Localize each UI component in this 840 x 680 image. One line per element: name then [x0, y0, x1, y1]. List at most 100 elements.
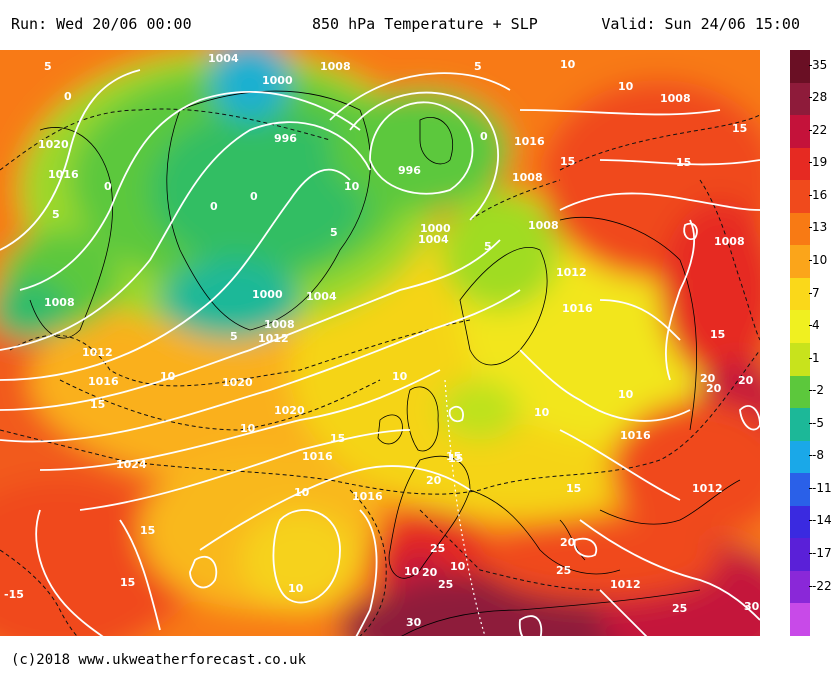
isotherm-label: 15	[710, 328, 725, 341]
colorbar-tick-label: 13	[808, 220, 828, 235]
isotherm-label: 0	[64, 90, 72, 103]
pressure-label: 996	[274, 132, 297, 145]
isotherm-label: 20	[700, 372, 716, 385]
colorbar-tick-label: -5	[809, 415, 824, 430]
colorbar-tick-label: -14	[809, 513, 832, 528]
isotherm-label: 15	[90, 398, 105, 411]
isotherm-label: 30	[744, 600, 760, 613]
colorbar-segment	[790, 473, 810, 507]
isotherm-label: 15	[566, 482, 581, 495]
isotherm-label: 15	[676, 156, 691, 169]
colorbar-segment	[790, 343, 810, 377]
colorbar-tick-label: 7	[809, 285, 820, 300]
isotherm-label: 10	[160, 370, 176, 383]
isotherm-label: 5	[52, 208, 60, 221]
isotherm-label: 15	[120, 576, 135, 589]
colorbar-segment	[790, 570, 810, 604]
colorbar-tick-label: 19	[808, 155, 828, 170]
isotherm-label: 10	[404, 565, 420, 578]
colorbar-tick-label: -17	[809, 545, 832, 560]
colorbar-tick-label: 35	[808, 57, 828, 72]
isotherm-label: 20	[560, 536, 576, 549]
colorbar-segment	[790, 408, 810, 442]
isotherm-label: -15	[4, 588, 24, 601]
meridian-line	[444, 379, 486, 636]
isotherm-label: 15	[330, 432, 345, 445]
valid-time-label: Valid: Sun 24/06 15:00	[601, 15, 800, 33]
isotherm-label: 0	[480, 130, 488, 143]
pressure-labels: 1004 1008 1000 996 1020 1016 996 1016 10…	[38, 52, 745, 591]
pressure-label: 1020	[38, 138, 69, 151]
colorbar-segment	[790, 538, 810, 572]
isotherm-label: 25	[430, 542, 445, 555]
isobars	[0, 69, 760, 636]
isotherm-label: 10	[618, 80, 634, 93]
colorbar-segment	[790, 180, 810, 214]
colorbar-tick-label: -22	[809, 578, 832, 593]
pressure-label: 1024	[116, 458, 147, 471]
isotherm-label: 15	[446, 450, 461, 463]
pressure-label: 1008	[528, 219, 559, 232]
colorbar-tick-label: 4	[809, 318, 820, 333]
isotherm-label: 25	[438, 578, 453, 591]
colorbar-segment	[790, 212, 810, 246]
colorbar-segment	[790, 505, 810, 539]
pressure-label: 1016	[48, 168, 79, 181]
isotherm-label: 15	[560, 155, 575, 168]
isotherm-label: 5	[44, 60, 52, 73]
pressure-label: 1000	[420, 222, 451, 235]
isotherm-label: 10	[240, 422, 256, 435]
isotherm-label: 10	[534, 406, 550, 419]
colorbar-tick-label: -11	[809, 480, 832, 495]
isotherm-label: 10	[294, 486, 310, 499]
temperature-colorbar	[790, 50, 810, 637]
isotherm-label: 10	[450, 560, 466, 573]
pressure-label: 1004	[208, 52, 239, 65]
pressure-label: 1016	[352, 490, 383, 503]
isotherm-label: 5	[474, 60, 482, 73]
coastlines	[29, 90, 741, 636]
temperature-labels: 5 0 0 5 0 0 5 10 5 0 5 10 15 15 15 15 10…	[4, 58, 760, 629]
isotherm-label: 0	[210, 200, 218, 213]
colorbar-segment	[790, 245, 810, 279]
colorbar-segment	[790, 277, 810, 311]
isotherm-label: 0	[104, 180, 112, 193]
pressure-label: 1008	[320, 60, 351, 73]
colorbar-tick-label: 16	[808, 187, 828, 202]
pressure-label: 1016	[302, 450, 333, 463]
isotherm-label: 10	[392, 370, 408, 383]
colorbar-segment	[790, 440, 810, 474]
colorbar-segment	[790, 147, 810, 181]
pressure-label: 1012	[692, 482, 723, 495]
colorbar-tick-label: -8	[809, 448, 824, 463]
isotherm-label: 15	[140, 524, 155, 537]
colorbar-tick-label: 22	[808, 122, 828, 137]
isotherm-label: 15	[732, 122, 747, 135]
isotherm-label: 5	[330, 226, 338, 239]
isotherm-label: 20	[738, 374, 754, 387]
isotherm-label: 20	[426, 474, 442, 487]
isotherm-label: 25	[556, 564, 571, 577]
pressure-label: 1016	[562, 302, 593, 315]
isotherm-label: 25	[672, 602, 687, 615]
pressure-label: 1012	[82, 346, 113, 359]
isotherm-label: 5	[484, 240, 492, 253]
pressure-label: 1016	[88, 375, 119, 388]
colorbar-segment	[790, 50, 810, 84]
run-time-label: Run: Wed 20/06 00:00	[11, 15, 192, 33]
pressure-label: 1000	[252, 288, 283, 301]
colorbar-ticks: 35 28 22 19 16 13 10 7 4 1 -2 -5 -8 -11 -14 -17 -22	[808, 50, 840, 636]
isotherm-label: 10	[560, 58, 576, 71]
colorbar-segment	[790, 115, 810, 149]
pressure-label: 1004	[418, 233, 449, 246]
pressure-label: 1004	[306, 290, 337, 303]
weather-map-svg: 1004 1008 1000 996 1020 1016 996 1016 10…	[0, 50, 760, 636]
colorbar-segment	[790, 375, 810, 409]
pressure-label: 1008	[512, 171, 543, 184]
pressure-label: 1012	[556, 266, 587, 279]
isotherm-label: 15	[448, 452, 463, 465]
temperature-field	[0, 50, 760, 636]
colorbar-tick-label: -2	[809, 383, 824, 398]
pressure-label: 1012	[610, 578, 641, 591]
isotherm-label: 0	[250, 190, 258, 203]
